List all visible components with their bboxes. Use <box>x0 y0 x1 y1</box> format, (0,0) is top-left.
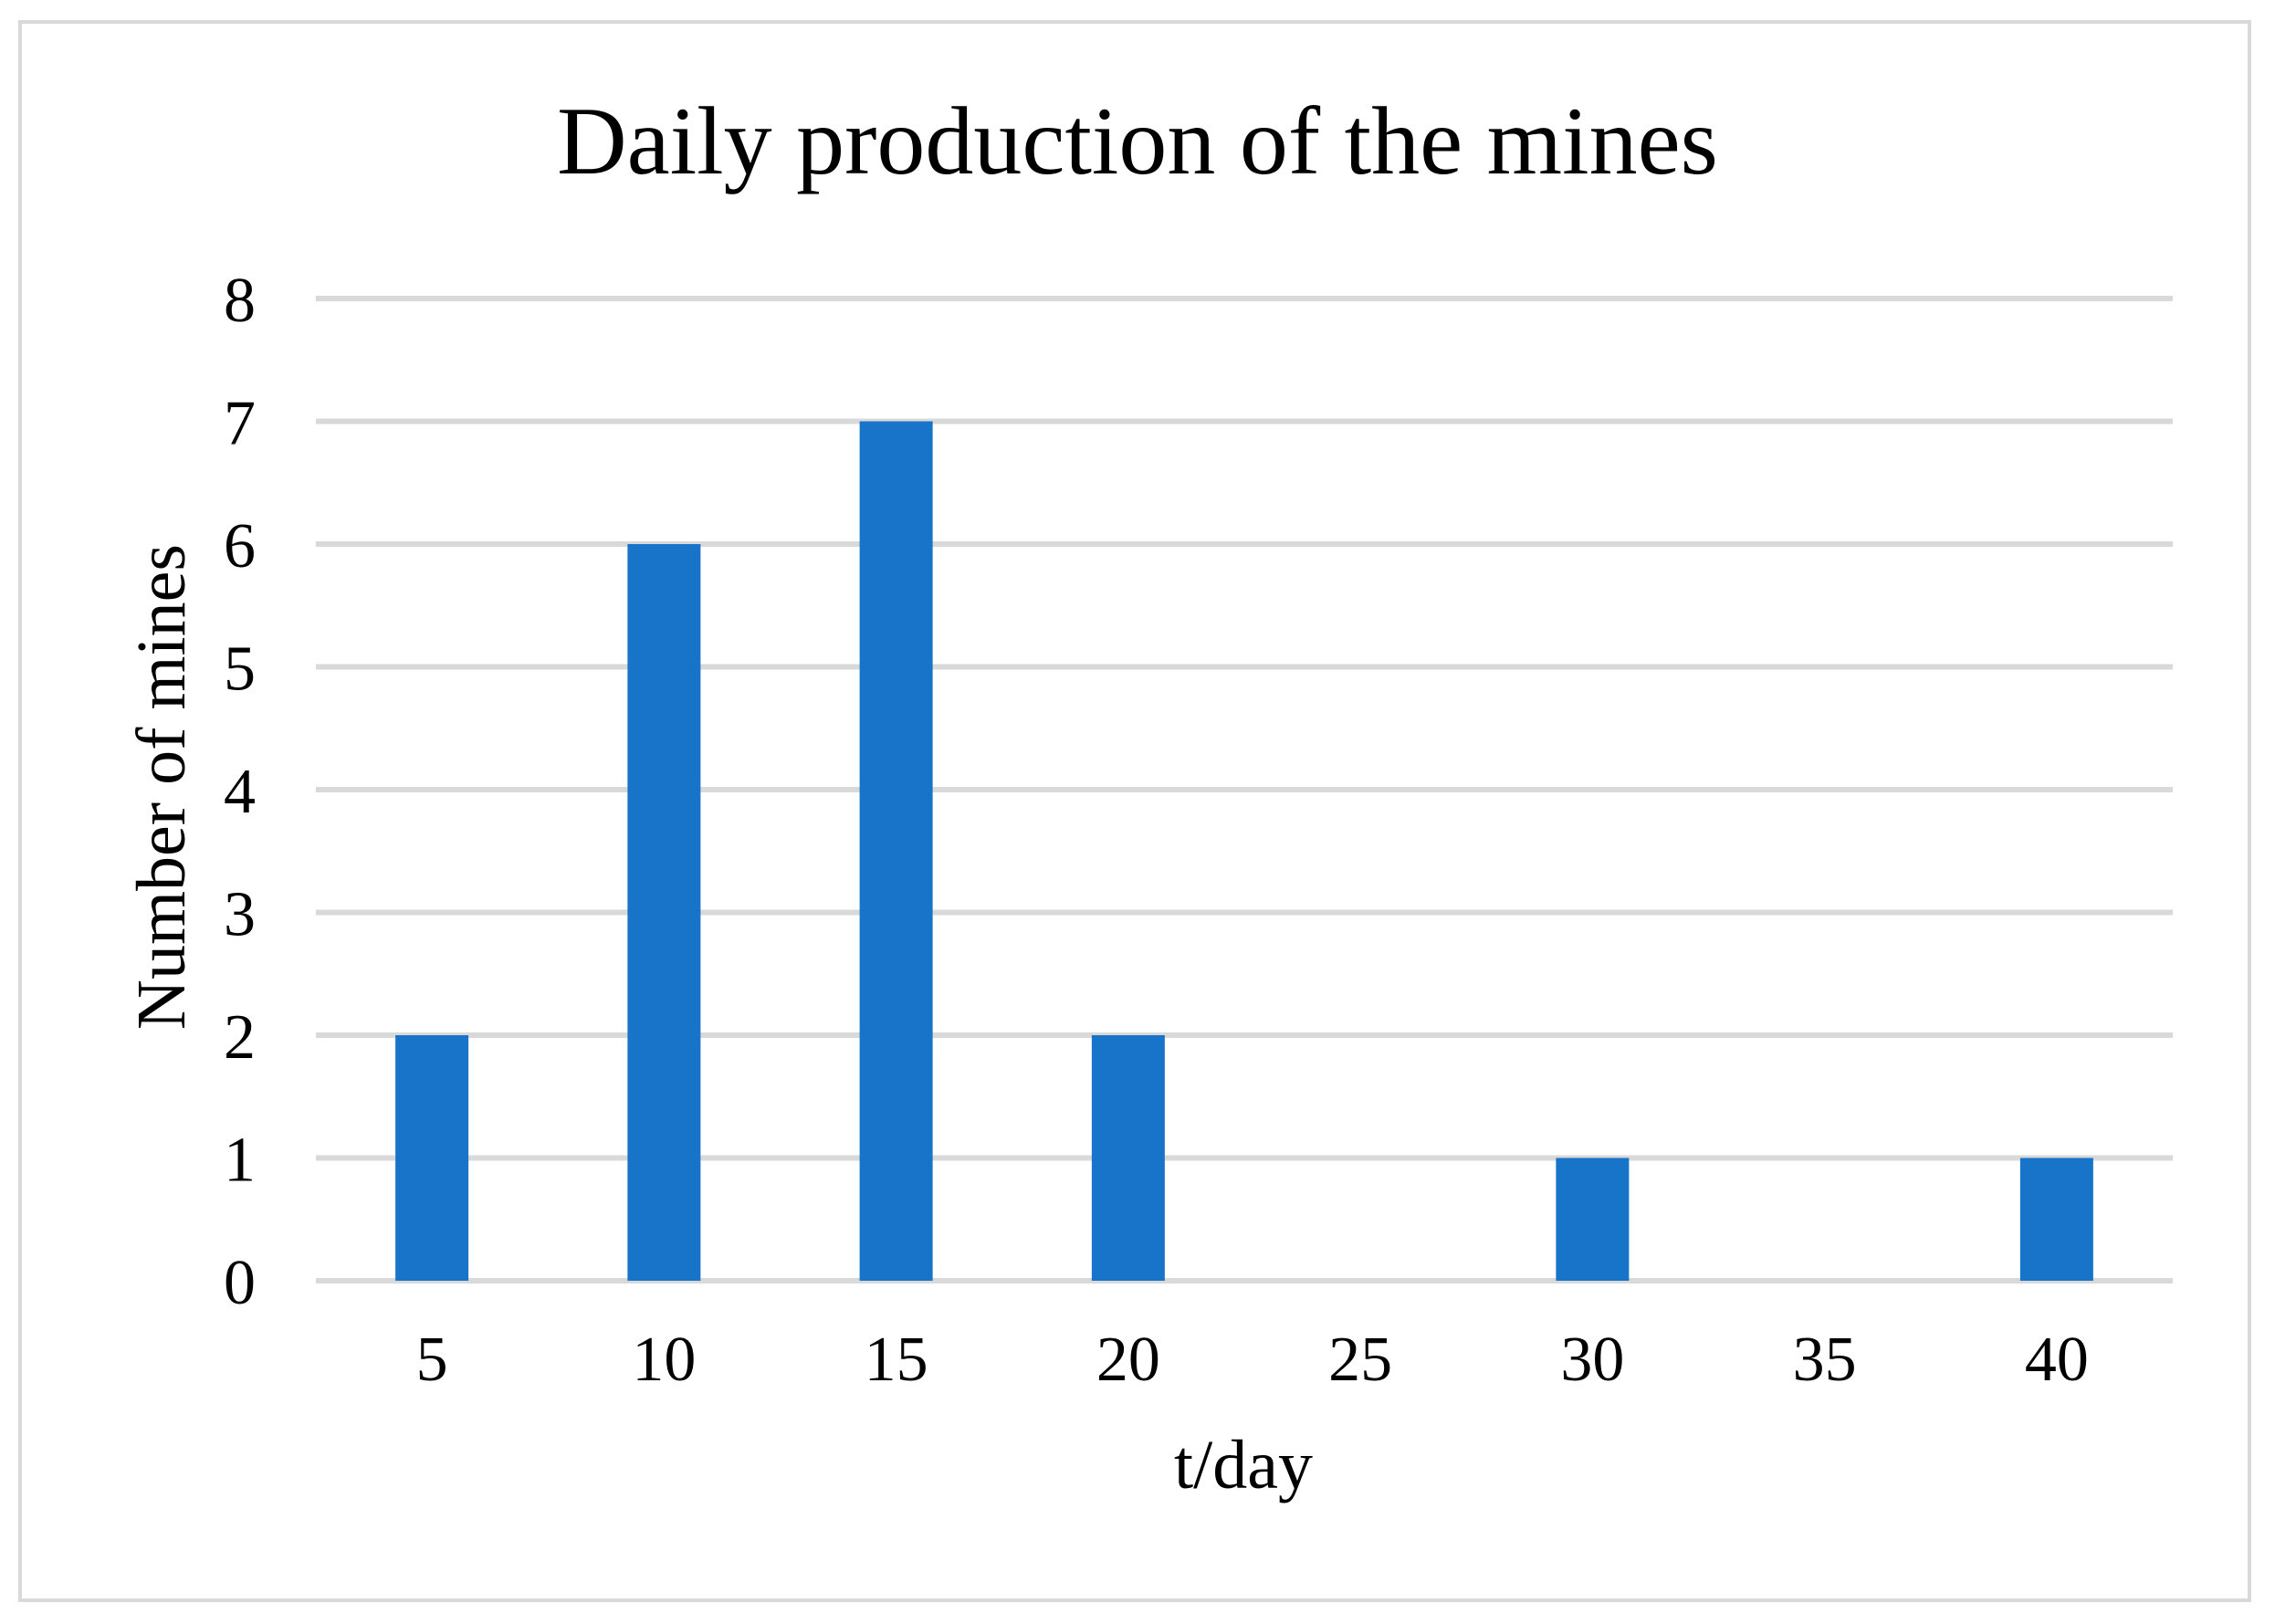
y-tick-label: 1 <box>224 1126 256 1196</box>
gridlines <box>316 296 2173 1283</box>
x-axis-label: t/day <box>1174 1427 1313 1504</box>
x-tick-label: 35 <box>1793 1325 1857 1395</box>
y-tick-label: 0 <box>224 1248 256 1318</box>
y-axis-label: Number of mines <box>123 544 200 1030</box>
y-tick-label: 4 <box>224 757 256 827</box>
bar-40 <box>2019 1158 2093 1281</box>
x-tick-label: 40 <box>2025 1325 2089 1395</box>
y-tick-label: 7 <box>224 389 256 459</box>
x-tick-label: 10 <box>632 1325 696 1395</box>
y-axis-tick-labels: 0 1 2 3 4 5 6 7 8 <box>224 266 256 1318</box>
y-tick-label: 3 <box>224 880 256 950</box>
y-tick-label: 6 <box>224 511 256 581</box>
x-tick-label: 15 <box>865 1325 928 1395</box>
x-tick-label: 5 <box>416 1325 448 1395</box>
bar-5 <box>395 1035 469 1281</box>
y-tick-label: 5 <box>224 634 256 705</box>
bar-20 <box>1091 1035 1165 1281</box>
x-tick-label: 25 <box>1328 1325 1392 1395</box>
x-tick-label: 30 <box>1560 1325 1624 1395</box>
x-axis-tick-labels: 5 10 15 20 25 30 35 40 <box>416 1325 2089 1395</box>
bar-30 <box>1556 1158 1630 1281</box>
bar-10 <box>627 544 701 1281</box>
chart-frame <box>18 20 2251 1602</box>
bars <box>395 421 2093 1281</box>
chart-title: Daily production of the mines <box>557 88 1718 194</box>
bar-15 <box>859 421 933 1281</box>
y-tick-label: 8 <box>224 266 256 336</box>
x-tick-label: 20 <box>1096 1325 1160 1395</box>
y-tick-label: 2 <box>224 1002 256 1073</box>
